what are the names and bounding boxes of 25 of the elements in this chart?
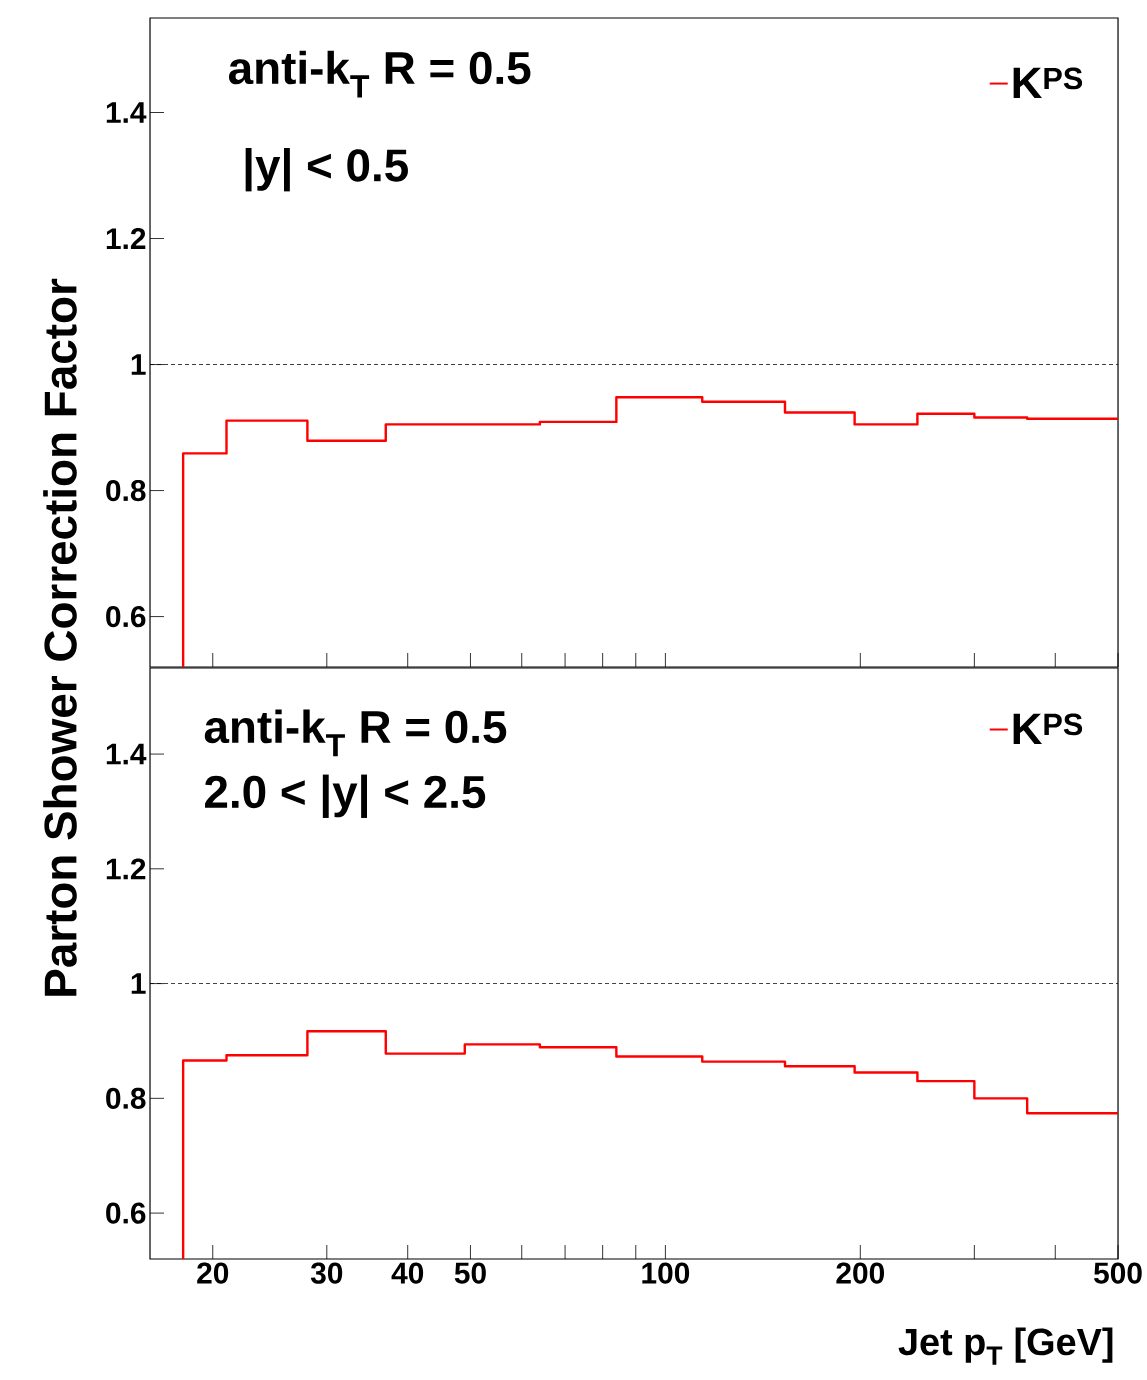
y-axis-title: Parton Shower Correction Factor xyxy=(43,278,77,996)
y-tick-label: 0.8 xyxy=(106,1087,146,1109)
y-tick-label: 0.6 xyxy=(106,606,146,628)
x-tick-label: 30 xyxy=(310,1262,343,1284)
annotation: anti-k$_{T}$ R = 0.5 xyxy=(204,709,507,757)
legend-label: K$^{PS}$ xyxy=(1013,713,1083,744)
x-tick-label: 40 xyxy=(391,1262,424,1284)
y-tick-label: 1.4 xyxy=(106,743,147,765)
y-tick-label: 1.2 xyxy=(106,858,146,880)
annotation: anti-k$_{T}$ R = 0.5 xyxy=(229,50,531,98)
y-tick-label: 1 xyxy=(131,354,146,375)
annotation: |y| < 0.5 xyxy=(245,147,408,192)
x-tick-label: 200 xyxy=(836,1262,884,1284)
y-tick-label: 0.6 xyxy=(106,1202,146,1224)
x-tick-label: 500 xyxy=(1094,1262,1142,1284)
y-tick-label: 1.4 xyxy=(106,102,147,123)
x-tick-label: 20 xyxy=(197,1262,229,1284)
y-tick-label: 1.2 xyxy=(106,228,146,249)
y-tick-label: 0.8 xyxy=(106,479,146,502)
x-tick-label: 100 xyxy=(642,1262,690,1284)
x-axis-title: Jet p$_{T}$ [GeV] xyxy=(898,1327,1113,1365)
legend-label: K$^{PS}$ xyxy=(1013,67,1083,99)
annotation: 2.0 < |y| < 2.5 xyxy=(205,774,486,818)
x-tick-label: 50 xyxy=(454,1262,486,1284)
y-tick-label: 1 xyxy=(131,973,146,994)
